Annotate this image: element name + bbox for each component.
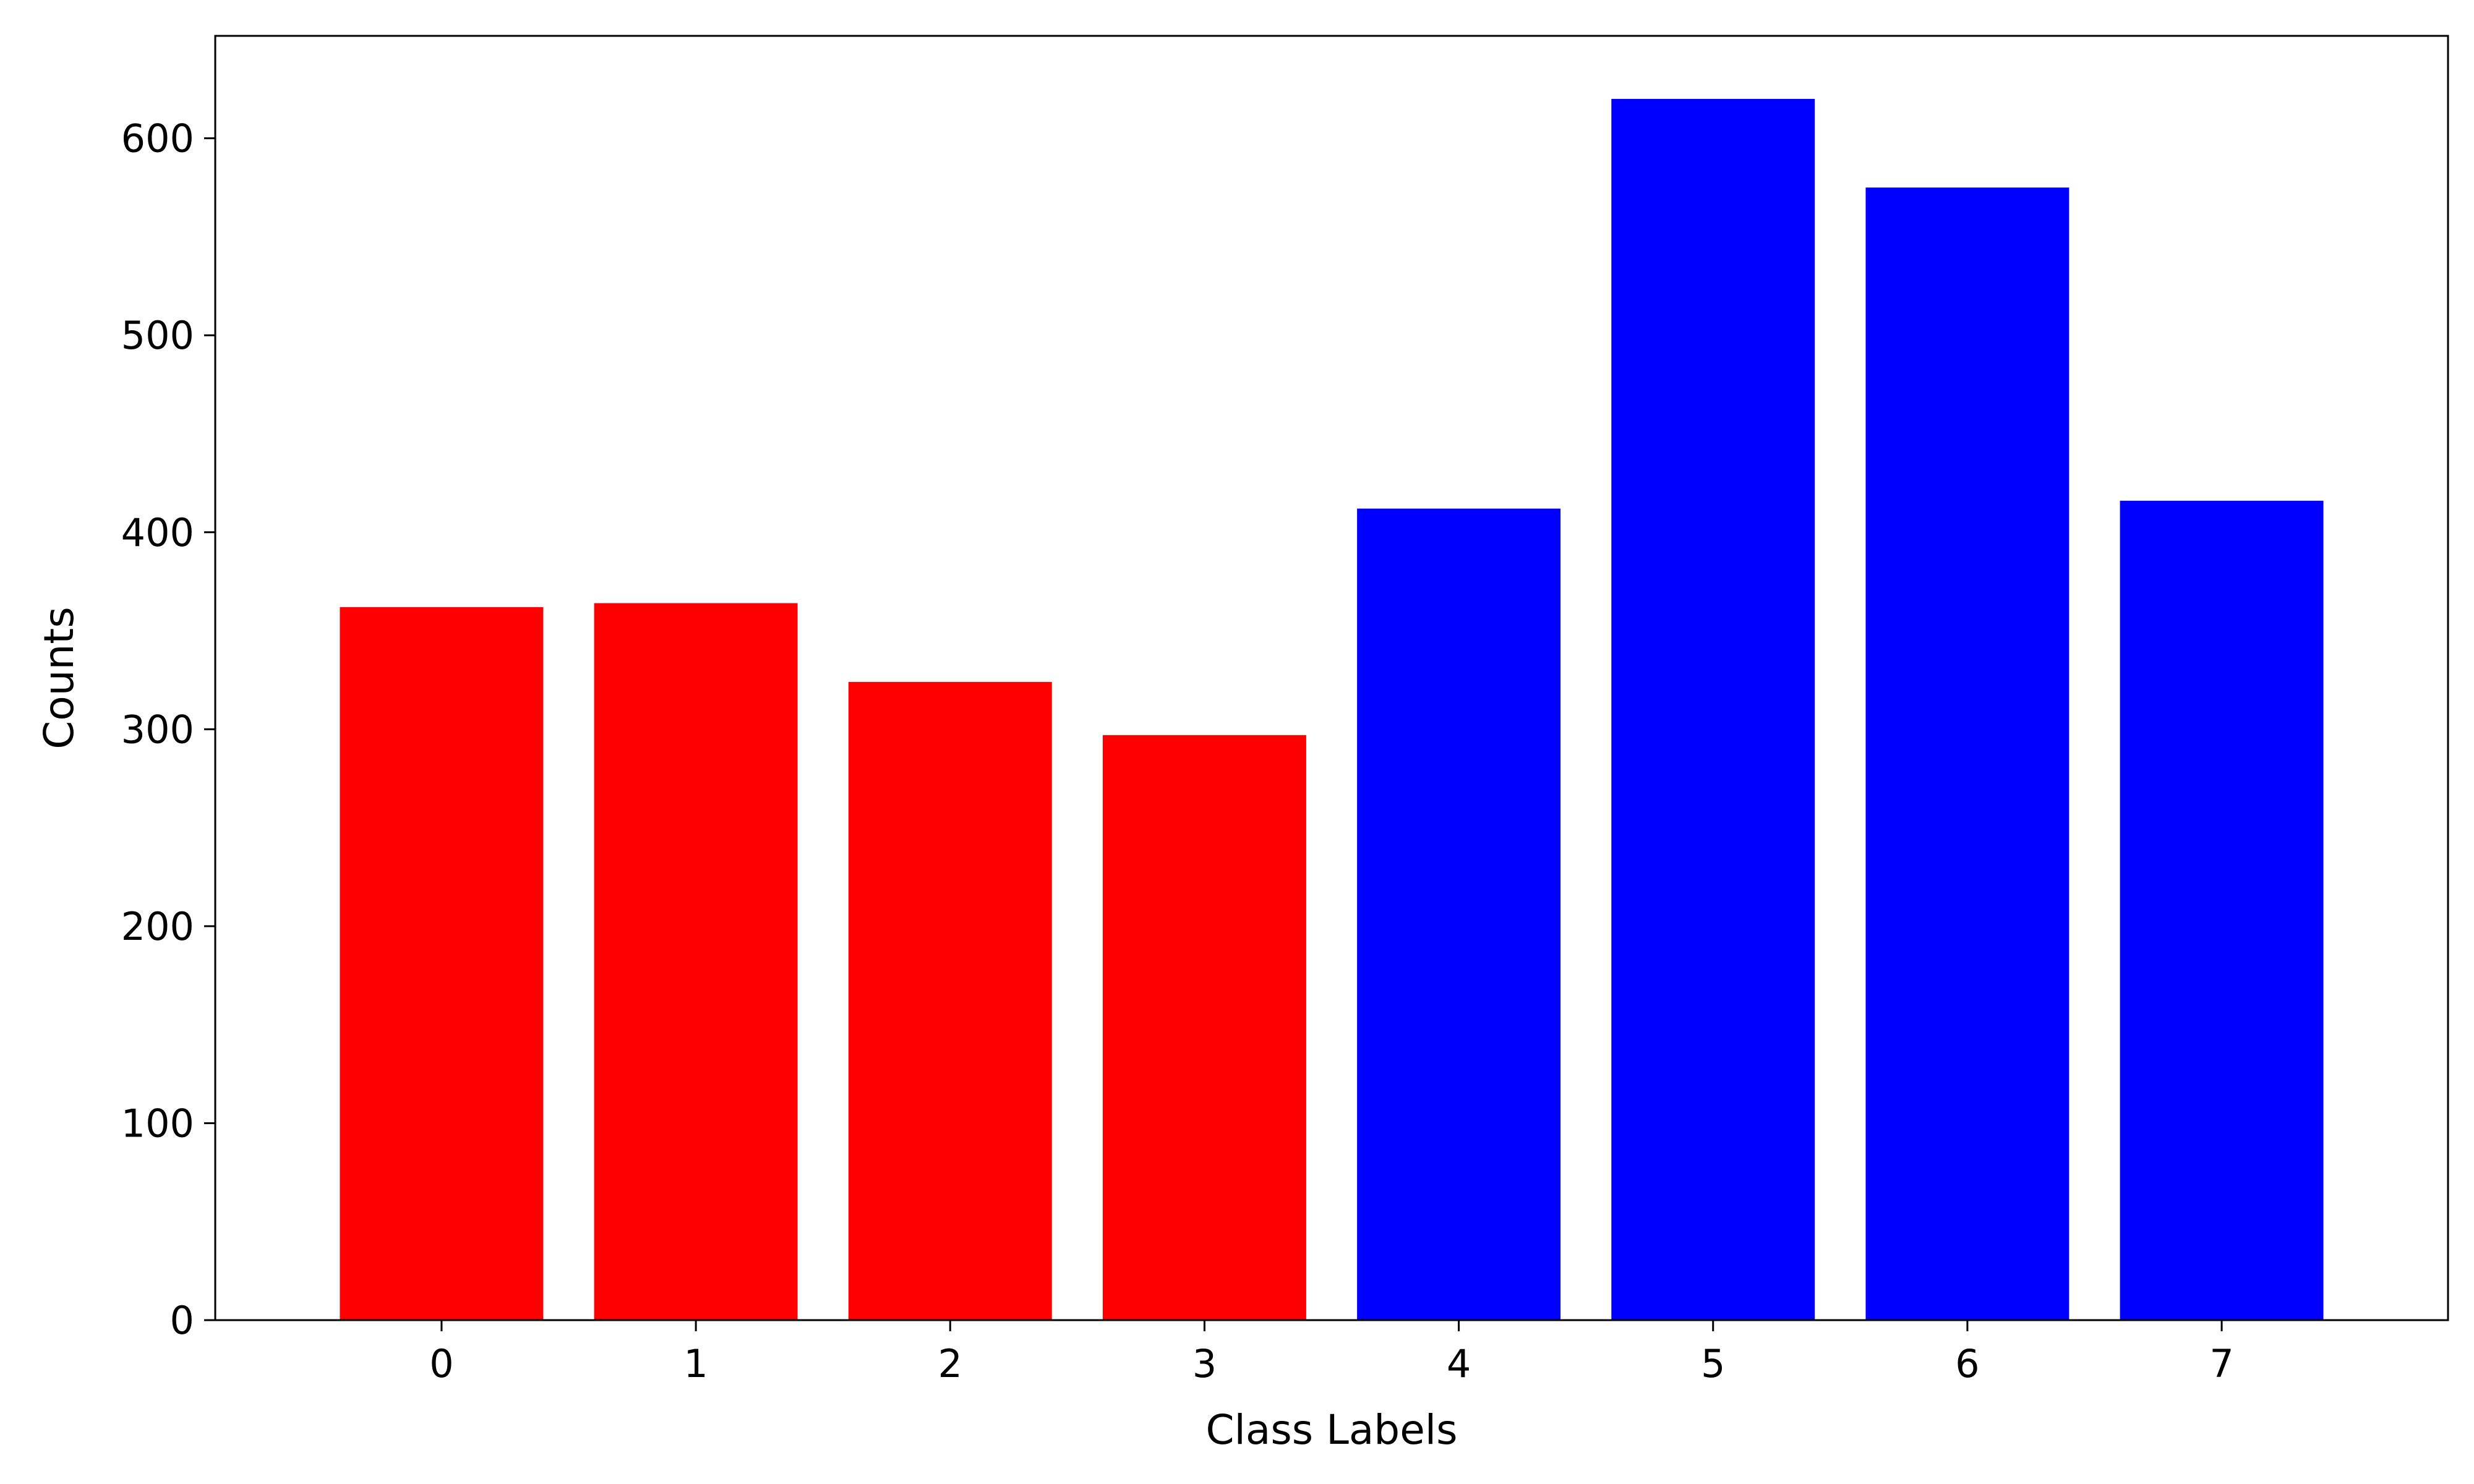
bar-2 (848, 681, 1052, 1320)
y-tick-label: 500 (121, 313, 194, 358)
y-tick-label: 400 (121, 510, 194, 555)
plot-frame (214, 35, 2449, 1321)
y-tick-label: 100 (121, 1101, 194, 1146)
bar-6 (1865, 187, 2070, 1320)
bar-5 (1611, 98, 1815, 1321)
x-tick-label: 5 (1701, 1341, 1725, 1386)
x-tick-label: 4 (1447, 1341, 1471, 1386)
y-tick-label: 300 (121, 707, 194, 752)
ticks-group: 0 1 2 3 4 5 6 7 0 100 200 300 400 500 600 (121, 116, 2234, 1386)
y-axis-label: Counts (35, 607, 83, 749)
x-tick-label: 2 (938, 1341, 962, 1386)
x-tick-label: 3 (1192, 1341, 1217, 1386)
bar-0 (340, 607, 544, 1320)
bar-4 (1357, 508, 1561, 1321)
y-tick-label: 600 (121, 116, 194, 161)
bar-7 (2120, 500, 2324, 1320)
x-tick-label: 6 (1955, 1341, 1979, 1386)
x-tick-label: 7 (2209, 1341, 2233, 1386)
bars-group (340, 98, 2324, 1321)
x-tick-label: 1 (683, 1341, 708, 1386)
bar-3 (1102, 735, 1306, 1320)
x-axis-label: Class Labels (1205, 1406, 1457, 1454)
bar-1 (594, 603, 798, 1320)
y-tick-label: 200 (121, 904, 194, 949)
x-tick-label: 0 (429, 1341, 453, 1386)
y-tick-label: 0 (170, 1298, 194, 1343)
